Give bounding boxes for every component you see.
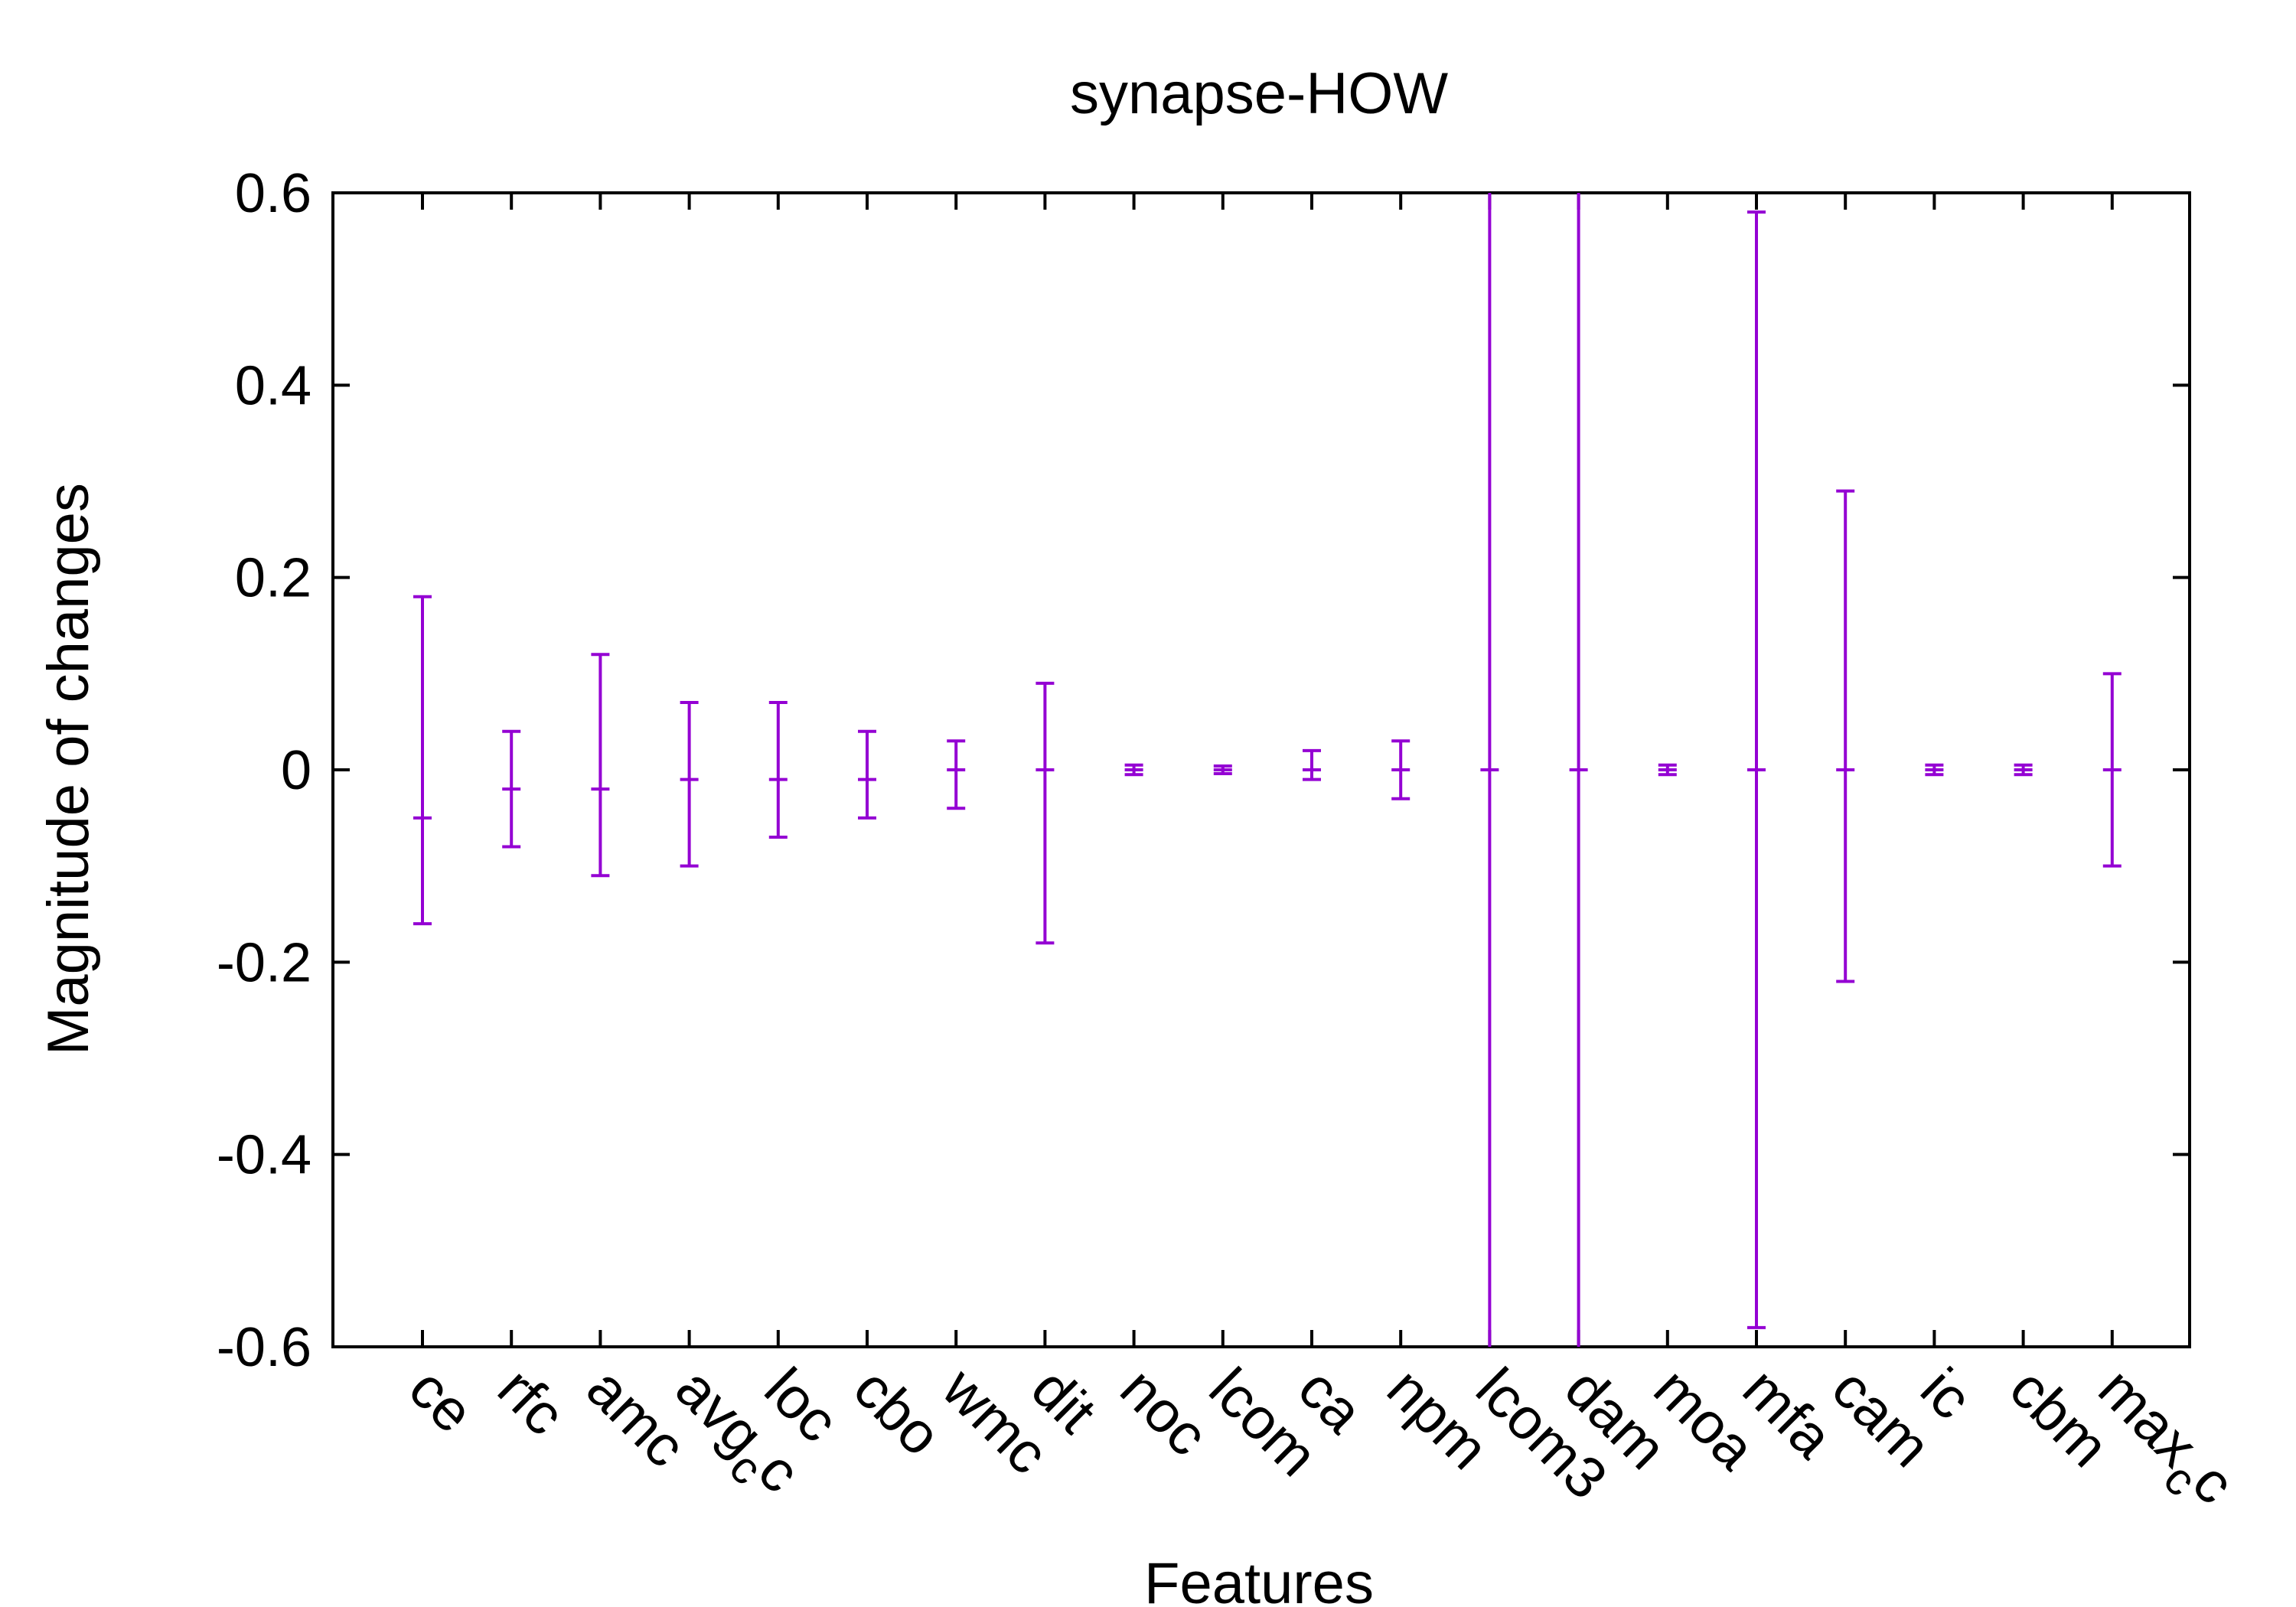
error-bar-cbm <box>2014 763 2033 777</box>
y-tick-label: 0.4 <box>235 355 311 416</box>
x-tick-label: loc <box>752 1356 851 1455</box>
error-bar-lcom3 <box>1480 193 1499 1347</box>
plot-frame <box>331 191 2191 1348</box>
error-bar-series <box>413 193 2122 1347</box>
error-bar-ce <box>413 595 432 926</box>
y-tick-label: 0.2 <box>235 548 311 609</box>
error-bar-lcom <box>1213 764 1232 776</box>
error-bar-dam <box>1569 193 1588 1347</box>
x-tick-label: rfc <box>485 1356 577 1448</box>
chart-title: synapse-HOW <box>1070 61 1448 126</box>
error-bar-amc <box>591 653 610 878</box>
x-tick-label: cbo <box>841 1356 954 1468</box>
y-tick-label: 0.6 <box>235 163 311 224</box>
y-axis: 0.6 0.4 0.2 0 -0.2 -0.4 -0.6 <box>217 163 2190 1378</box>
error-bar-noc <box>1124 763 1143 777</box>
error-bar-moa <box>1658 763 1677 777</box>
error-bar-loc <box>768 701 788 839</box>
y-axis-label: Magnitude of changes <box>36 483 101 1055</box>
x-axis-label: Features <box>1144 1551 1374 1607</box>
y-tick-label: -0.4 <box>217 1125 311 1186</box>
error-bar-ic <box>1925 763 1944 777</box>
error-bar-cam <box>1836 489 1855 983</box>
error-bar-rfc <box>502 729 521 849</box>
error-bar-avgcc <box>680 701 699 868</box>
error-bar-cbo <box>858 729 876 820</box>
error-bar-wmc <box>947 739 966 810</box>
y-tick-label: 0 <box>281 740 311 801</box>
x-tick-label: ce <box>396 1356 486 1446</box>
error-bar-dit <box>1035 681 1055 945</box>
y-tick-label: -0.6 <box>217 1317 311 1378</box>
x-tick-label: noc <box>1108 1356 1221 1468</box>
y-tick-label: -0.2 <box>217 932 311 993</box>
error-bar-npm <box>1391 739 1411 800</box>
error-bar-ca <box>1303 748 1321 781</box>
error-bar-maxcc <box>2102 672 2122 868</box>
error-bar-mfa <box>1747 210 1766 1329</box>
